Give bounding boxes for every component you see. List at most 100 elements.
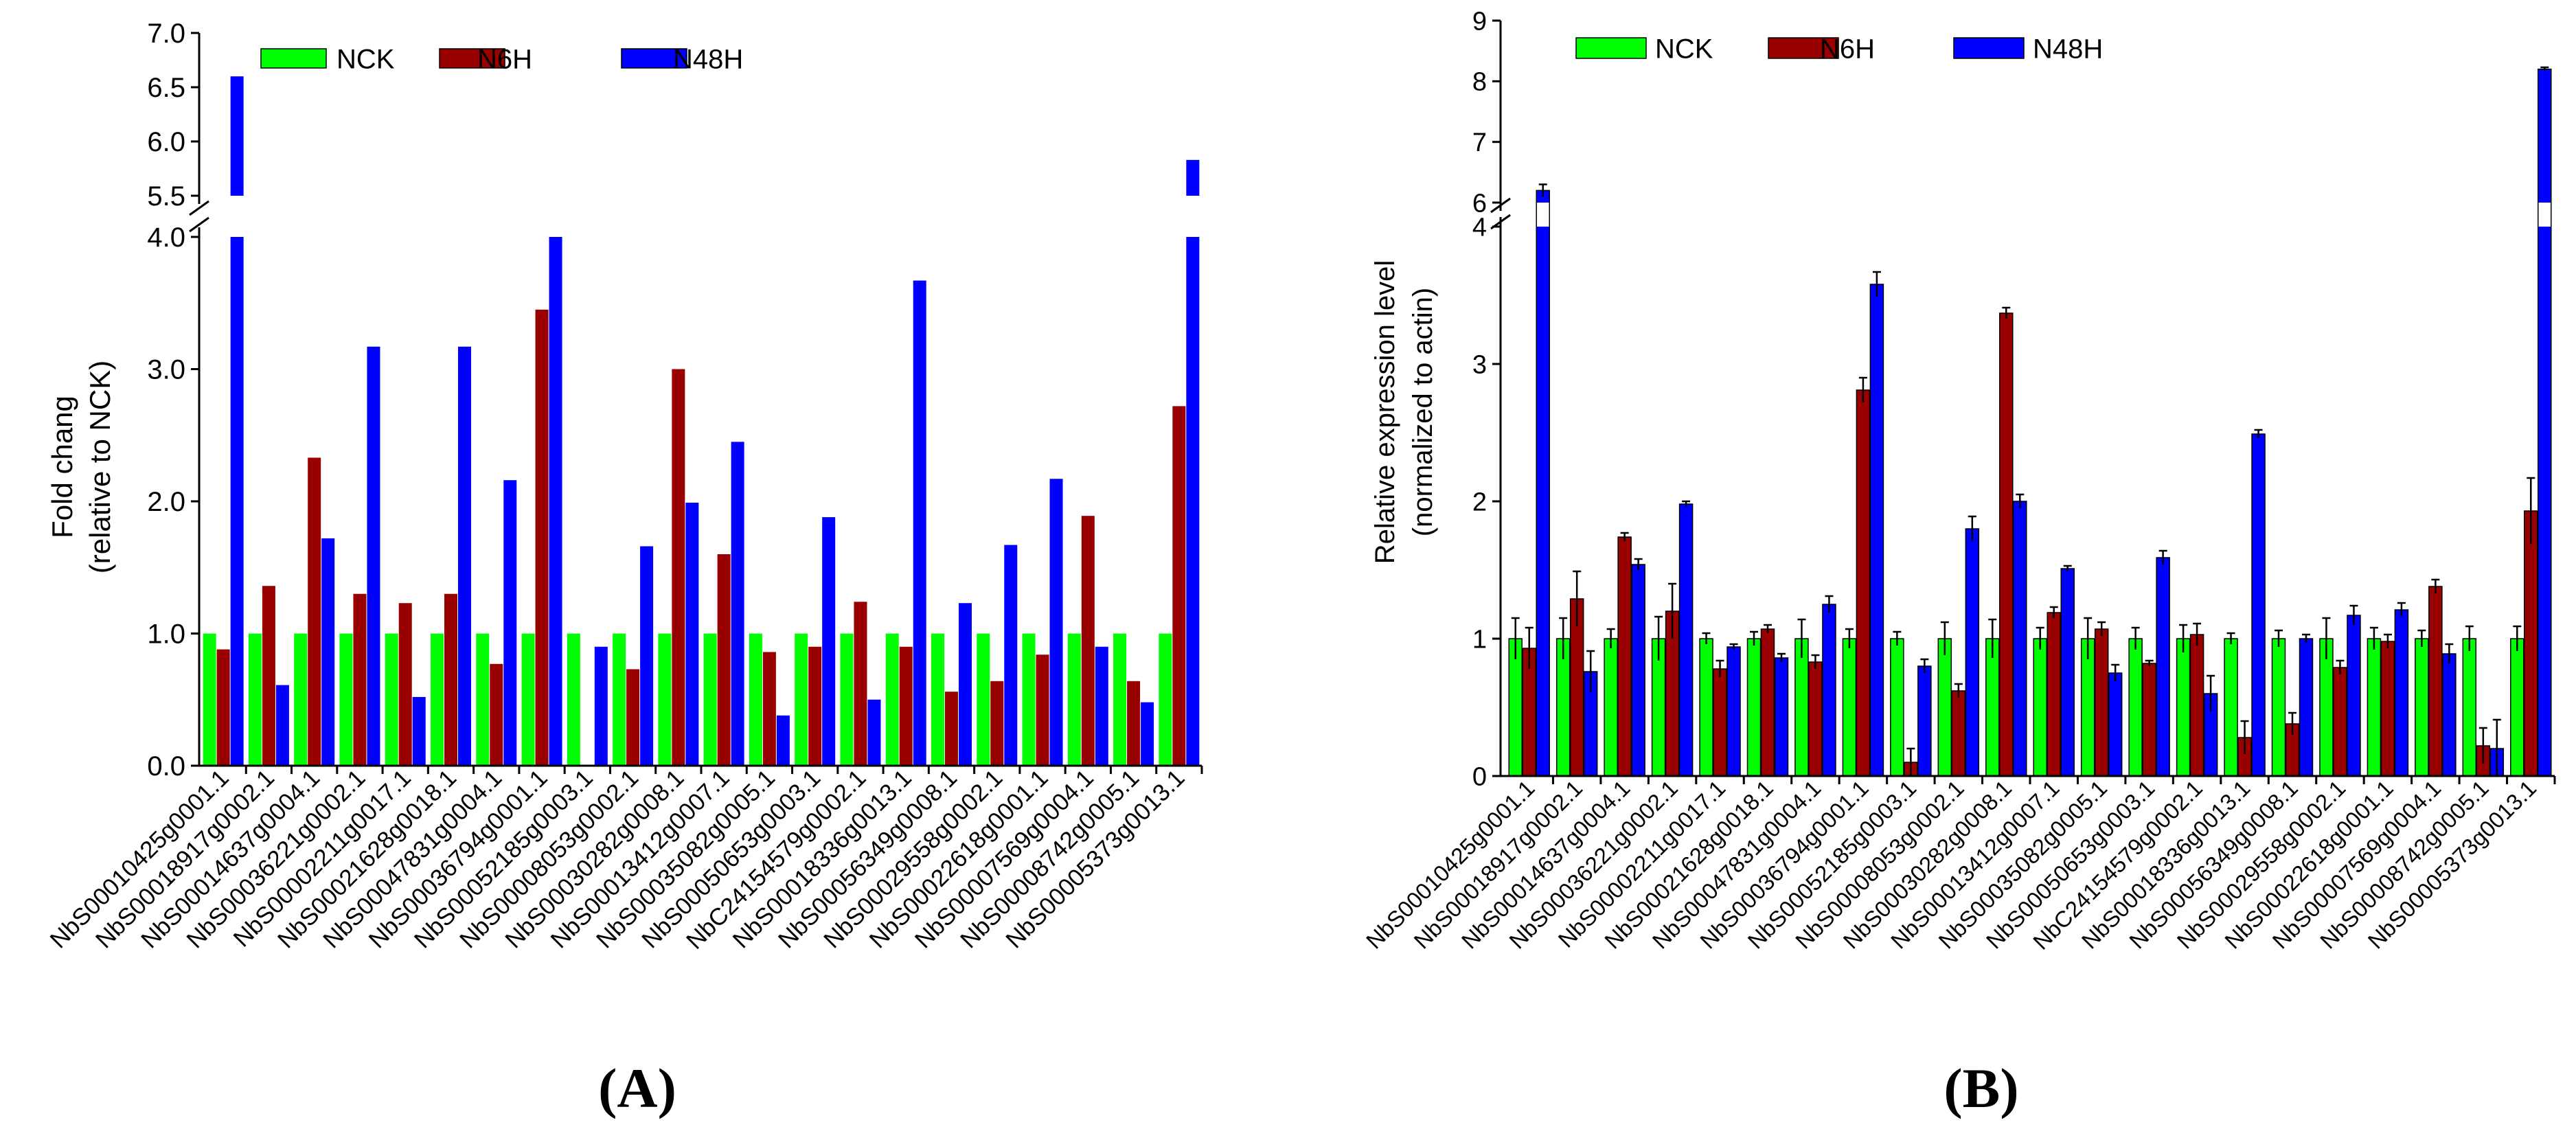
bar-nck	[1938, 639, 1952, 776]
axis-break-mark	[189, 200, 209, 216]
y-axis-label: Relative expression level	[1370, 260, 1400, 564]
bar-nck	[1509, 639, 1523, 776]
bar-n48h	[2013, 501, 2027, 776]
bar-n6h	[1172, 406, 1186, 766]
bar-n6h	[2524, 511, 2538, 776]
legend-label: N6H	[477, 44, 532, 74]
bar-n6h	[1999, 313, 2013, 776]
bar-nck	[1652, 639, 1665, 776]
bar-n6h	[990, 681, 1004, 766]
bar-n6h	[762, 652, 776, 766]
y-tick-label: 6.0	[147, 127, 185, 157]
bar-n48h	[2395, 610, 2408, 776]
y-tick-label: 9	[1472, 7, 1487, 36]
bar-n6h	[672, 369, 685, 766]
bar-n48h	[867, 699, 881, 766]
bar-nck	[521, 633, 535, 766]
bar-nck	[203, 633, 216, 766]
y-tick-label: 0	[1472, 762, 1487, 791]
bar-nck	[294, 633, 308, 766]
bar-n6h	[216, 649, 230, 766]
bar-nck	[2463, 639, 2476, 776]
legend-label: NCK	[1655, 34, 1713, 64]
bar-nck	[1604, 639, 1618, 776]
bar-n6h	[2381, 641, 2395, 776]
bar-n48h	[913, 280, 926, 766]
bar-n48h	[1584, 672, 1597, 776]
bars	[1508, 66, 2552, 777]
bar-n48h	[959, 603, 972, 766]
axes: 012346789NbS00010425g0001.1NbS00018917g0…	[1361, 7, 2556, 955]
bar-n48h	[2252, 434, 2266, 776]
bar-n6h	[1808, 662, 1822, 776]
bar-nck	[749, 633, 762, 766]
bar-n48h	[1727, 647, 1741, 776]
bar-nck	[2415, 639, 2428, 776]
bar-nck	[476, 633, 490, 766]
panel-a-chart: 0.01.02.03.04.05.56.06.57.0NbS00010425g0…	[45, 19, 1203, 1119]
bar-nck	[1159, 633, 1172, 766]
bar-n48h-upper	[2538, 69, 2551, 203]
y-tick-label: 1	[1472, 625, 1487, 654]
bar-n6h	[626, 669, 640, 766]
bar-n6h	[1761, 629, 1775, 776]
bar-nck	[840, 633, 854, 766]
bar-n48h	[1822, 604, 1836, 776]
bar-nck	[1985, 639, 1999, 776]
y-tick-label: 2	[1472, 488, 1487, 516]
bar-n6h	[2428, 586, 2442, 776]
bar-n48h	[275, 685, 289, 766]
bar-nck	[248, 633, 262, 766]
bar-n48h	[2061, 569, 2075, 776]
bar-n6h	[808, 646, 822, 766]
bar-nck	[2319, 639, 2333, 776]
bar-n48h-lower	[230, 237, 244, 766]
y-axis-label: Fold chang	[46, 396, 78, 538]
y-tick-label: 8	[1472, 68, 1487, 97]
bar-n6h	[1665, 611, 1679, 776]
bar-n48h	[2108, 673, 2122, 776]
bar-n48h	[1632, 564, 1645, 776]
bar-nck	[1794, 639, 1808, 776]
legend-label: NCK	[337, 44, 395, 74]
legend-label: N48H	[2033, 34, 2103, 64]
bar-n6h	[2190, 635, 2204, 776]
bar-nck	[931, 633, 944, 766]
axis-break-mark	[189, 216, 209, 233]
legend-swatch	[621, 48, 687, 69]
bar-n48h	[1917, 666, 1931, 776]
bar-nck	[1700, 639, 1713, 776]
bar-n48h-lower	[1186, 237, 1200, 766]
bar-n48h	[1870, 284, 1884, 776]
bar-nck	[613, 633, 626, 766]
y-tick-label: 2.0	[147, 487, 185, 517]
y-tick-label: 3	[1472, 350, 1487, 379]
bar-n48h-lower	[2538, 227, 2551, 776]
bar-n6h	[1856, 390, 1870, 776]
bar-n48h	[1775, 658, 1788, 776]
y-tick-label: 6.5	[147, 73, 185, 103]
bar-nck	[2510, 639, 2524, 776]
bar-n48h	[2299, 639, 2313, 776]
y-tick-label: 7	[1472, 128, 1487, 157]
bar-n6h	[854, 602, 867, 766]
bar-nck	[885, 633, 899, 766]
legend-label: N48H	[673, 44, 743, 74]
bar-nck	[385, 633, 398, 766]
bar-n6h	[1952, 691, 1965, 776]
bar-nck	[1556, 639, 1570, 776]
panel-b-chart: 012346789NbS00010425g0001.1NbS00018917g0…	[1361, 7, 2556, 1119]
bar-n48h-upper	[1186, 159, 1200, 196]
bar-n48h	[1679, 504, 1693, 776]
bar-nck	[2176, 639, 2190, 776]
bar-nck	[2033, 639, 2047, 776]
bar-n48h-upper	[230, 76, 244, 196]
bar-nck	[977, 633, 990, 766]
bar-nck	[1890, 639, 1904, 776]
y-tick-label: 0.0	[147, 751, 185, 782]
y-tick-label: 4.0	[147, 223, 185, 253]
y-tick-label: 3.0	[147, 355, 185, 385]
bar-n6h	[308, 457, 321, 766]
legend: NCK N6H N48H	[260, 44, 743, 74]
